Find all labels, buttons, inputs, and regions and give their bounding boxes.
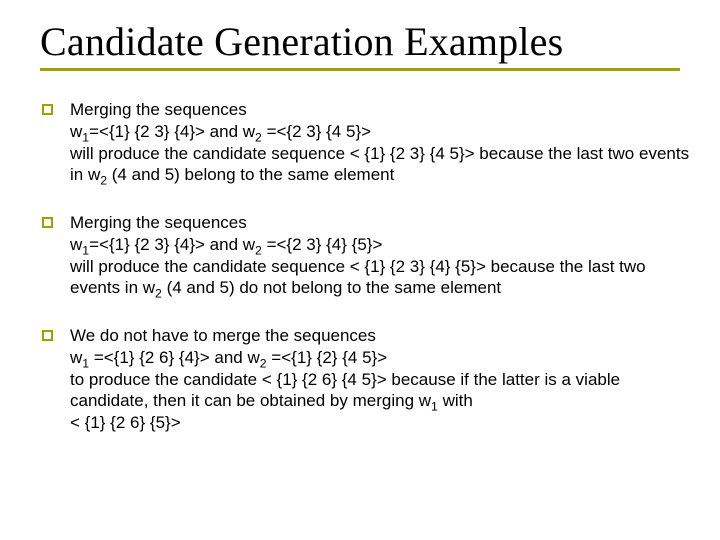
bullet-item: We do not have to merge the sequencesw1 … xyxy=(40,325,692,434)
slide: Candidate Generation Examples Merging th… xyxy=(0,0,720,540)
slide-title: Candidate Generation Examples xyxy=(40,20,692,64)
bullet-item: Merging the sequencesw1=<{1} {2 3} {4}> … xyxy=(40,212,692,299)
bullet-list: Merging the sequencesw1=<{1} {2 3} {4}> … xyxy=(40,99,692,434)
title-block: Candidate Generation Examples xyxy=(40,20,692,71)
bullet-item: Merging the sequencesw1=<{1} {2 3} {4}> … xyxy=(40,99,692,186)
title-underline xyxy=(40,68,680,71)
